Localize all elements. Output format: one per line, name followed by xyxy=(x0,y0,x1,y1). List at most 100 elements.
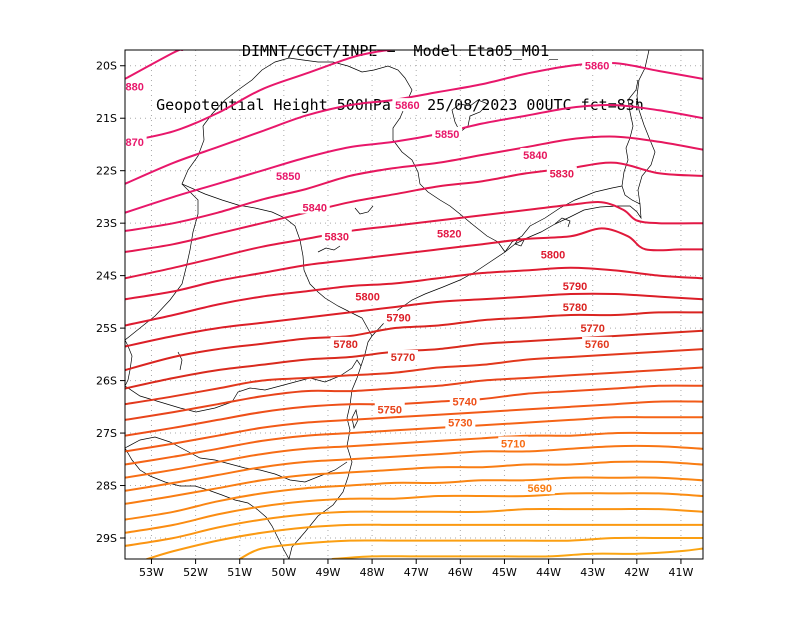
contour-label-bg xyxy=(383,310,414,324)
lat-tick-label: 24S xyxy=(96,270,117,283)
lat-tick-label: 21S xyxy=(96,112,117,125)
contour-5800 xyxy=(125,266,703,327)
contour-label-bg xyxy=(299,200,330,214)
contour-5750 xyxy=(125,366,703,421)
lon-tick-label: 49W xyxy=(316,566,341,579)
contour-label: 5840 xyxy=(302,202,326,214)
coastline xyxy=(288,50,656,559)
contour-label: 5730 xyxy=(448,418,472,430)
contour-5730 xyxy=(125,400,703,453)
guanabara-bay xyxy=(554,217,571,228)
contour-label: 5750 xyxy=(377,404,401,416)
contour-label: 5760 xyxy=(585,339,609,351)
contour-label-bg xyxy=(449,394,480,408)
lon-tick-label: 42W xyxy=(624,566,649,579)
geopotential-contours xyxy=(125,50,703,559)
contour-5810 xyxy=(125,227,703,301)
contour-label: 5850 xyxy=(435,129,459,141)
lat-tick-label: 29S xyxy=(96,532,117,545)
contour-label: 5790 xyxy=(563,281,587,293)
contour-label-bg xyxy=(546,166,577,180)
contour-label-bg xyxy=(577,321,608,335)
contour-label: 5860 xyxy=(585,61,609,73)
contour-label-bg xyxy=(352,289,383,303)
state-border-rj-mg xyxy=(504,185,623,253)
lon-tick-label: 51W xyxy=(227,566,252,579)
contour-label: 5740 xyxy=(452,397,476,409)
border-ms-pr xyxy=(125,183,199,341)
contour-label: 5780 xyxy=(333,339,357,351)
contour-label-bg xyxy=(374,402,405,416)
contour-label: 5770 xyxy=(391,352,415,364)
contour-5760 xyxy=(125,348,703,406)
lon-tick-label: 43W xyxy=(580,566,605,579)
state-border-pr-sc xyxy=(125,359,362,413)
lon-tick-label: 53W xyxy=(139,566,164,579)
contour-label-bg xyxy=(392,98,423,112)
contour-label-bg xyxy=(125,134,147,148)
contour-5650 xyxy=(146,523,703,559)
contour-label-bg xyxy=(445,415,476,429)
contour-label-bg xyxy=(520,147,551,161)
lat-tick-label: 25S xyxy=(96,322,117,335)
contour-label: 5820 xyxy=(437,229,461,241)
lat-tick-label: 26S xyxy=(96,375,117,388)
lat-tick-label: 28S xyxy=(96,480,117,493)
contour-label-bg xyxy=(498,436,529,450)
contour-label-bg xyxy=(560,279,591,293)
contour-label: 5880 xyxy=(119,82,143,94)
contour-label-bg xyxy=(524,481,555,495)
contour-5830 xyxy=(125,161,703,253)
lat-tick-label: 22S xyxy=(96,165,117,178)
contour-5880 xyxy=(125,50,184,80)
map-frame xyxy=(124,49,704,560)
contour-label: 5840 xyxy=(523,150,547,162)
state-border-es-mg xyxy=(621,79,641,205)
lon-tick-label: 47W xyxy=(404,566,429,579)
contour-5680 xyxy=(125,476,703,521)
lon-tick-label: 52W xyxy=(183,566,208,579)
lat-tick-label: 20S xyxy=(96,60,117,73)
state-border-sp-pr xyxy=(181,125,373,337)
contour-5710 xyxy=(125,431,703,479)
contour-5700 xyxy=(125,444,703,492)
tiete-river xyxy=(354,205,374,215)
contour-5670 xyxy=(125,492,703,534)
contour-label-bg xyxy=(321,229,352,243)
contour-5840 xyxy=(125,135,703,232)
contour-5870 xyxy=(125,50,391,143)
state-border-sp-mg xyxy=(202,57,506,253)
contour-5720 xyxy=(125,416,703,466)
lon-tick-label: 46W xyxy=(448,566,473,579)
contour-label: 5800 xyxy=(355,292,379,304)
contour-label-bg xyxy=(582,58,613,72)
title-line-1: DIMNT/CGCT/INPE − Model Eta05_M01_ xyxy=(241,42,559,60)
contour-label: 5850 xyxy=(276,171,300,183)
contour-label: 5790 xyxy=(386,313,410,325)
contour-label-bg xyxy=(560,300,591,314)
contour-label: 5800 xyxy=(541,250,565,262)
contour-label-bg xyxy=(125,79,147,93)
contour-label-bg xyxy=(432,126,463,140)
axis-ticks: 53W 52W 51W 50W 49W 48W 47W 46W 45W 44W 43W 42W 41W 2… xyxy=(96,60,693,579)
contour-5790 xyxy=(125,292,703,348)
lon-tick-label: 45W xyxy=(492,566,517,579)
contour-5640 xyxy=(238,536,703,559)
contour-label: 5860 xyxy=(395,100,419,112)
contour-5850 xyxy=(125,104,703,214)
contour-5690 xyxy=(125,460,703,505)
itaipu-lake xyxy=(177,351,183,371)
lon-tick-label: 44W xyxy=(536,566,561,579)
contour-label-bg xyxy=(582,336,613,350)
contour-label-bg xyxy=(273,168,304,182)
paranapanema-reservoir xyxy=(317,245,341,253)
contour-5630 xyxy=(331,547,703,559)
contour-label: 5830 xyxy=(325,231,349,243)
contour-label-bg xyxy=(434,226,465,240)
lon-tick-label: 50W xyxy=(271,566,296,579)
contour-label: 5870 xyxy=(119,137,143,149)
contour-label: 5830 xyxy=(550,168,574,180)
state-border-sc-rs xyxy=(125,436,348,483)
contour-label-bg xyxy=(387,349,418,363)
contour-5780 xyxy=(125,311,703,372)
